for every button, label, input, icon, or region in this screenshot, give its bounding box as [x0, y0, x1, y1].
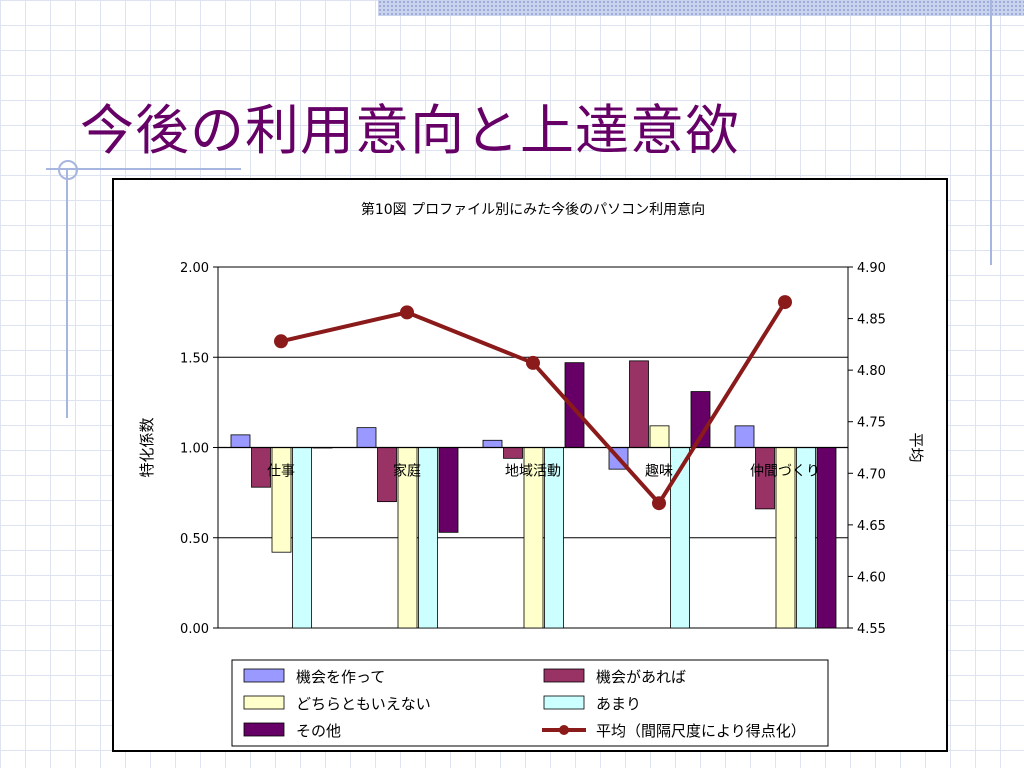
legend-swatch-2: [243, 695, 285, 710]
avg-point-2: [526, 355, 540, 370]
decoration-line-right: [990, 0, 992, 265]
y2-tick-label-7: 4.90: [857, 261, 886, 276]
avg-point-3: [652, 496, 666, 511]
avg-point-0: [274, 334, 288, 349]
bar-0-0: [230, 434, 251, 448]
legend-label-3: あまり: [596, 695, 641, 713]
top-decoration-band: [378, 0, 1024, 16]
bar-4-2: [564, 362, 585, 448]
x-category-label-4: 仲間づくり: [750, 464, 820, 480]
legend-label-5: 平均（間隔尺度により得点化）: [596, 722, 806, 740]
chart-title: 第10図 プロファイル別にみた今後のパソコン利用意向: [361, 201, 705, 218]
x-category-label-2: 地域活動: [505, 464, 561, 480]
bar-1-2: [503, 447, 523, 459]
y2-tick-label-4: 4.75: [857, 416, 886, 431]
y-tick-label-1: 0.50: [180, 532, 209, 547]
y-tick-label-2: 1.00: [180, 442, 209, 457]
x-category-label-1: 家庭: [393, 463, 421, 480]
avg-point-4: [778, 295, 792, 310]
bar-2-3: [649, 425, 670, 448]
x-category-label-0: 仕事: [267, 464, 295, 480]
legend-label-2: どちらともいえない: [296, 695, 431, 713]
y-tick-label-0: 0.00: [180, 622, 209, 637]
y2-tick-label-0: 4.55: [857, 622, 886, 637]
legend-label-0: 機会を作って: [296, 668, 385, 686]
legend-swatch-0: [243, 668, 285, 683]
y-tick-label-3: 1.50: [180, 351, 209, 366]
bar-0-1: [356, 427, 377, 448]
bar-3-1: [418, 447, 438, 629]
bar-0-4: [734, 425, 755, 448]
avg-point-1: [400, 305, 414, 320]
y-tick-label-4: 2.00: [180, 261, 209, 276]
y2-tick-label-2: 4.65: [857, 519, 886, 534]
y2-tick-label-5: 4.80: [857, 364, 886, 379]
decoration-line-left: [66, 170, 68, 418]
legend-swatch-4: [243, 722, 285, 737]
bar-0-2: [482, 439, 503, 448]
y2-tick-label-6: 4.85: [857, 313, 886, 328]
legend-swatch-1: [543, 668, 585, 683]
legend-label-4: その他: [296, 722, 341, 740]
legend-box: [231, 659, 829, 747]
chart: 第10図 プロファイル別にみた今後のパソコン利用意向 0.00 0.50 1.00 1.…: [138, 201, 925, 747]
y-axis-title: 特化係数: [138, 417, 156, 477]
bar-1-3: [629, 360, 649, 448]
y2-tick-label-3: 4.70: [857, 467, 886, 482]
bar-4-1: [438, 447, 459, 533]
slide-title: 今後の利用意向と上達意欲: [80, 99, 740, 162]
x-category-label-3: 趣味: [645, 464, 673, 480]
decoration-line-under-title: [46, 168, 241, 170]
legend-swatch-3: [543, 695, 585, 710]
chart-container: 第10図 プロファイル別にみた今後のパソコン利用意向 0.00 0.50 1.00 1.…: [112, 178, 948, 752]
bar-3-3: [670, 447, 690, 629]
y2-axis-title: 平均: [907, 432, 925, 462]
y2-tick-label-1: 4.60: [857, 570, 886, 585]
legend-label-1: 機会があれば: [596, 668, 686, 686]
legend-swatch-marker-5: [559, 725, 569, 735]
bar-3-0: [292, 447, 312, 629]
decoration-circle: [58, 160, 78, 180]
